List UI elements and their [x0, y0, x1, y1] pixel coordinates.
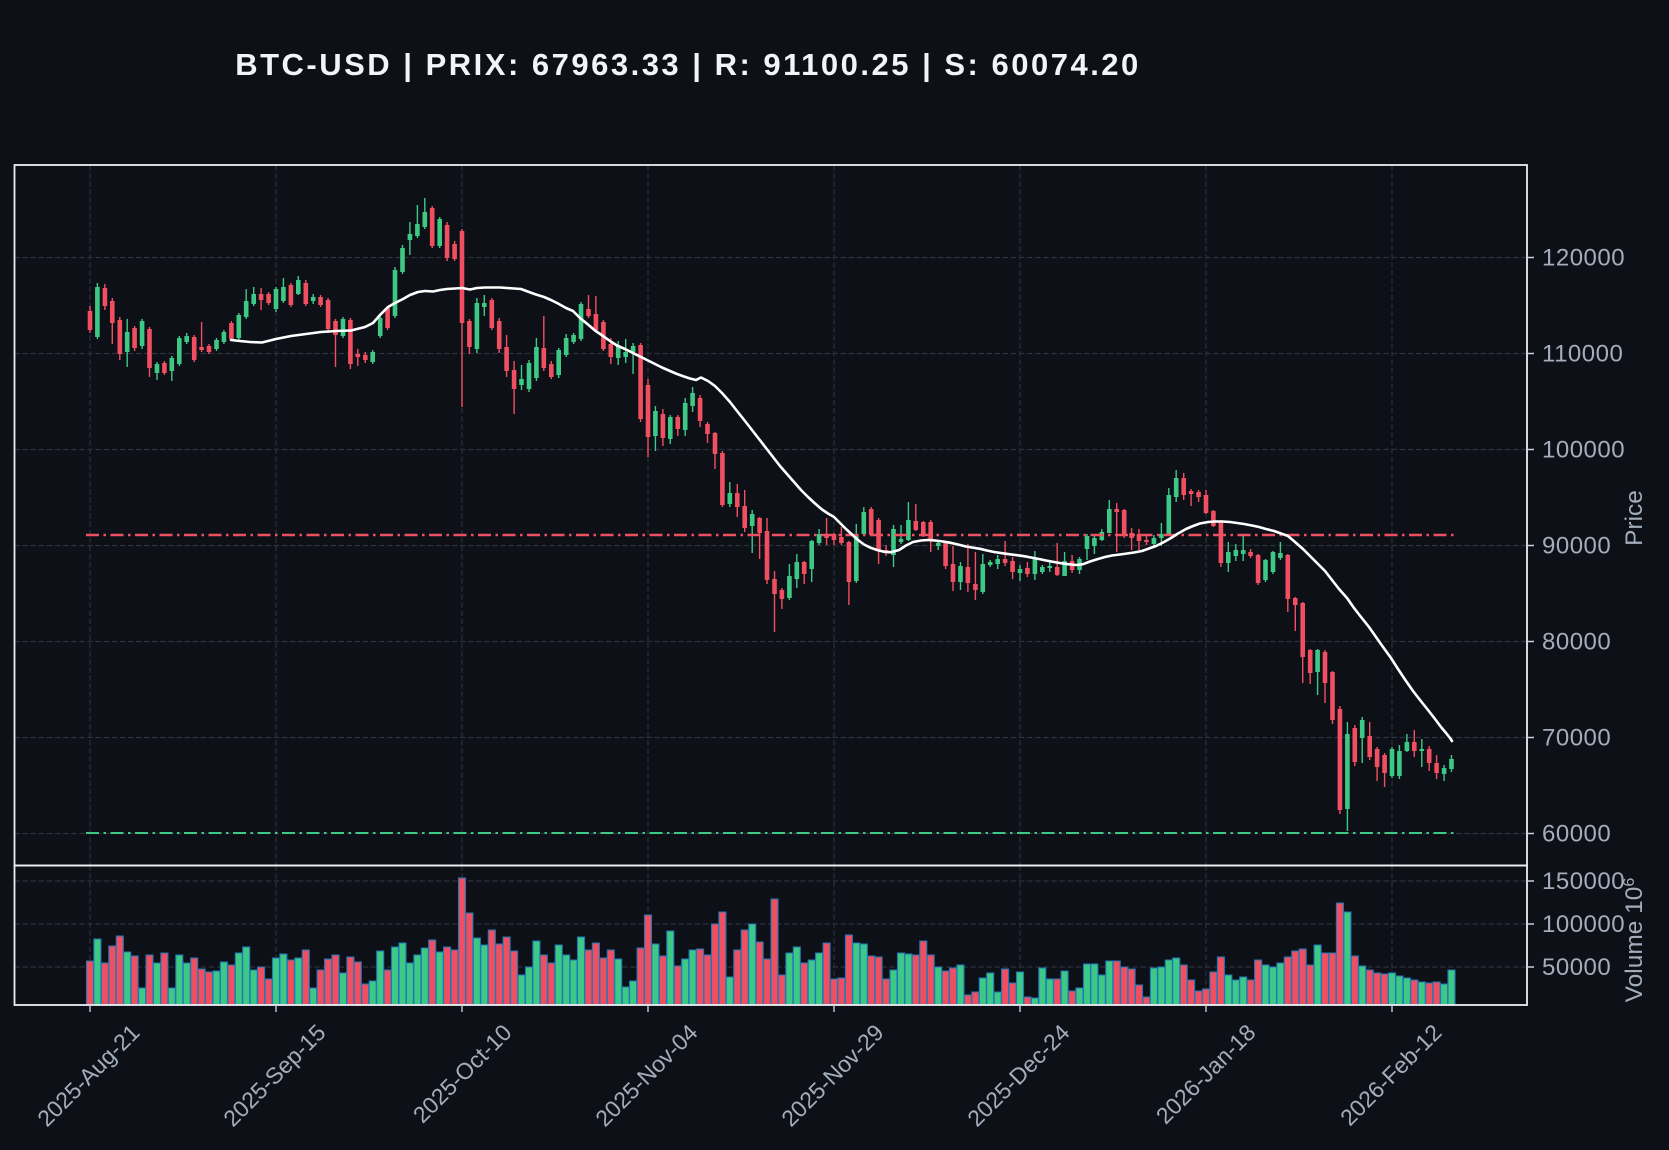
svg-text:Volume 106: Volume 106	[1621, 878, 1649, 1003]
svg-text:150000: 150000	[1542, 868, 1625, 895]
svg-text:120000: 120000	[1542, 245, 1625, 272]
svg-text:60000: 60000	[1542, 821, 1611, 848]
svg-text:90000: 90000	[1542, 533, 1611, 560]
svg-text:Price: Price	[1621, 490, 1648, 546]
svg-text:70000: 70000	[1542, 725, 1611, 752]
svg-text:110000: 110000	[1542, 341, 1623, 368]
svg-text:80000: 80000	[1542, 629, 1611, 656]
svg-text:BTC-USD | PRIX: 67963.33 | R:: BTC-USD | PRIX: 67963.33 | R: 91100.25 |…	[235, 47, 1141, 82]
svg-text:100000: 100000	[1542, 437, 1625, 464]
svg-text:50000: 50000	[1542, 954, 1611, 981]
svg-text:100000: 100000	[1542, 911, 1625, 938]
